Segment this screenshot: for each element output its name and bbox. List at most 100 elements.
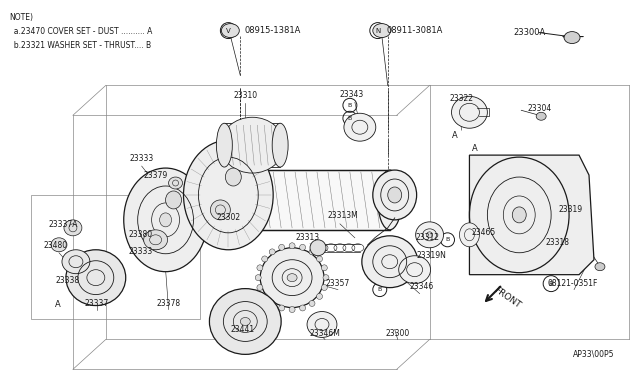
- Text: N: N: [375, 28, 380, 33]
- Ellipse shape: [427, 232, 433, 238]
- Text: A: A: [472, 144, 477, 153]
- Text: A: A: [452, 131, 458, 140]
- Circle shape: [317, 256, 323, 262]
- Ellipse shape: [218, 170, 243, 230]
- Text: V: V: [226, 28, 230, 33]
- Text: 23304: 23304: [527, 104, 551, 113]
- Ellipse shape: [62, 250, 90, 274]
- Ellipse shape: [166, 191, 182, 209]
- Ellipse shape: [451, 96, 488, 128]
- Ellipse shape: [147, 234, 164, 250]
- Text: 23312: 23312: [415, 233, 440, 242]
- Text: 23313M: 23313M: [328, 211, 358, 220]
- Circle shape: [300, 244, 305, 250]
- Text: B: B: [348, 116, 352, 121]
- Text: NOTE): NOTE): [9, 13, 33, 22]
- Ellipse shape: [595, 263, 605, 271]
- Ellipse shape: [307, 311, 337, 337]
- Ellipse shape: [168, 177, 182, 189]
- Ellipse shape: [287, 274, 297, 282]
- Ellipse shape: [272, 123, 288, 167]
- Ellipse shape: [66, 250, 125, 305]
- Ellipse shape: [344, 113, 376, 141]
- Ellipse shape: [536, 112, 546, 120]
- Ellipse shape: [378, 170, 402, 230]
- Text: 23318: 23318: [545, 238, 569, 247]
- Text: 08121-0351F: 08121-0351F: [548, 279, 598, 288]
- Circle shape: [300, 305, 305, 311]
- Text: B: B: [445, 237, 450, 242]
- Circle shape: [321, 265, 327, 271]
- Text: 23357: 23357: [326, 279, 350, 288]
- Ellipse shape: [564, 32, 580, 44]
- Text: b.23321 WASHER SET - THRUST.... B: b.23321 WASHER SET - THRUST.... B: [9, 41, 151, 49]
- Text: 23313: 23313: [296, 233, 320, 242]
- Text: 23310: 23310: [233, 91, 257, 100]
- Ellipse shape: [216, 123, 232, 167]
- Text: 23322: 23322: [449, 94, 474, 103]
- Ellipse shape: [388, 187, 402, 203]
- Text: 23465: 23465: [471, 228, 495, 237]
- Text: 23441: 23441: [230, 325, 254, 334]
- Ellipse shape: [512, 207, 526, 223]
- Circle shape: [309, 301, 315, 307]
- Text: B: B: [378, 287, 382, 292]
- Ellipse shape: [310, 240, 326, 256]
- Ellipse shape: [220, 117, 284, 173]
- Ellipse shape: [399, 256, 431, 283]
- Text: 23378: 23378: [157, 299, 180, 308]
- Text: B: B: [348, 103, 352, 108]
- Text: 08915-1381A: 08915-1381A: [245, 26, 301, 35]
- Text: 23346M: 23346M: [310, 329, 340, 338]
- Circle shape: [323, 275, 329, 280]
- Circle shape: [278, 305, 285, 311]
- Ellipse shape: [373, 23, 391, 38]
- Ellipse shape: [124, 168, 207, 272]
- Circle shape: [321, 285, 327, 291]
- Ellipse shape: [51, 238, 67, 252]
- Circle shape: [309, 249, 315, 255]
- Text: A: A: [55, 300, 61, 309]
- Circle shape: [289, 243, 295, 249]
- Circle shape: [262, 294, 268, 299]
- Ellipse shape: [373, 170, 417, 220]
- Text: 23333: 23333: [129, 247, 153, 256]
- Text: 23300: 23300: [385, 329, 410, 338]
- Text: 23380: 23380: [129, 230, 153, 239]
- Circle shape: [255, 275, 261, 280]
- Ellipse shape: [221, 23, 239, 38]
- Text: 23379: 23379: [143, 170, 168, 180]
- Circle shape: [269, 301, 275, 307]
- Polygon shape: [469, 155, 594, 275]
- Ellipse shape: [211, 200, 230, 220]
- Text: 23338: 23338: [56, 276, 80, 285]
- Polygon shape: [230, 170, 390, 230]
- Text: 23346: 23346: [410, 282, 434, 291]
- Ellipse shape: [143, 230, 168, 250]
- Text: 23337: 23337: [84, 299, 109, 308]
- Text: 23300A: 23300A: [513, 28, 545, 37]
- Ellipse shape: [415, 222, 444, 248]
- Ellipse shape: [209, 289, 281, 355]
- Text: 08911-3081A: 08911-3081A: [387, 26, 443, 35]
- Text: 23319: 23319: [559, 205, 583, 214]
- Text: 23333: 23333: [129, 154, 154, 163]
- Text: 23480: 23480: [44, 241, 68, 250]
- Text: B: B: [548, 280, 554, 287]
- Circle shape: [257, 285, 263, 291]
- Text: 23343: 23343: [340, 90, 364, 99]
- Circle shape: [262, 256, 268, 262]
- Ellipse shape: [64, 220, 82, 236]
- Ellipse shape: [460, 223, 479, 247]
- Text: 23302: 23302: [216, 214, 241, 222]
- Text: a.23470 COVER SET - DUST .......... A: a.23470 COVER SET - DUST .......... A: [9, 26, 152, 36]
- Ellipse shape: [225, 168, 241, 186]
- Text: 23319N: 23319N: [417, 251, 447, 260]
- Ellipse shape: [362, 236, 418, 288]
- Ellipse shape: [184, 140, 273, 250]
- Ellipse shape: [159, 213, 172, 227]
- Ellipse shape: [260, 248, 324, 308]
- Circle shape: [317, 294, 323, 299]
- Text: FRONT: FRONT: [492, 285, 522, 310]
- Text: AP33\00P5: AP33\00P5: [573, 350, 615, 359]
